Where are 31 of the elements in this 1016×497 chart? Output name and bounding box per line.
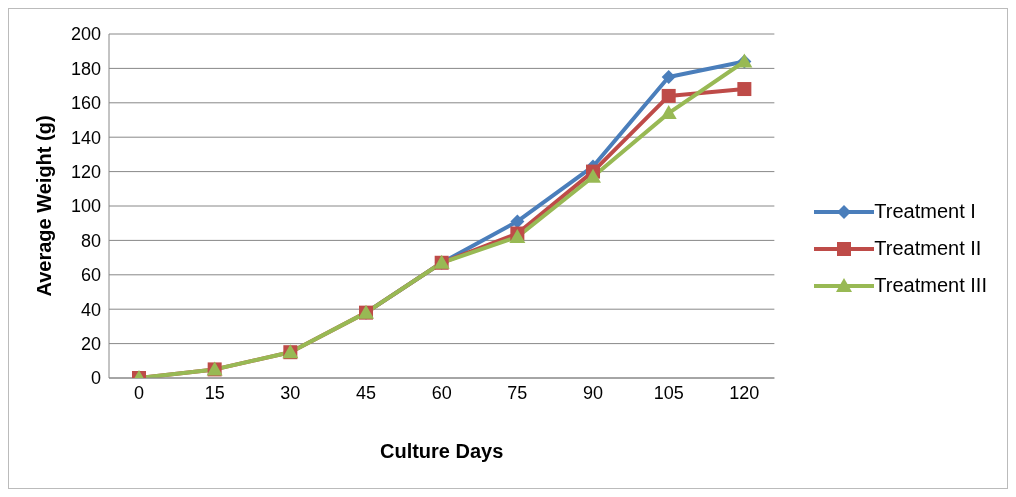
x-tick-label: 75 (507, 382, 528, 403)
x-tick-label: 30 (280, 382, 301, 403)
y-tick-label: 160 (70, 93, 101, 114)
point (661, 88, 676, 103)
point (660, 105, 677, 120)
point (585, 168, 602, 183)
x-tick-label: 15 (204, 382, 225, 403)
x-tick-label: 90 (583, 382, 604, 403)
point (661, 70, 676, 84)
y-tick-label: 200 (70, 24, 101, 45)
y-tick-label: 60 (80, 265, 101, 286)
x-tick-label: 105 (653, 382, 684, 403)
y-tick-label: 0 (90, 368, 101, 389)
x-tick-label: 45 (355, 382, 377, 403)
legend-label: Treatment II (874, 237, 982, 260)
y-tick-label: 180 (70, 58, 101, 79)
y-tick-label: 20 (80, 333, 101, 354)
y-axis-title: Average Weight (g) (33, 115, 56, 297)
point (737, 82, 752, 97)
y-tick-label: 100 (70, 196, 101, 217)
x-tick-label: 120 (729, 382, 760, 403)
legend-label: Treatment I (874, 200, 976, 223)
y-tick-label: 140 (70, 127, 101, 148)
point (510, 214, 525, 229)
x-axis-title: Culture Days (379, 440, 504, 462)
legend-label: Treatment III (874, 274, 987, 297)
y-tick-label: 40 (80, 299, 101, 320)
x-tick-label: 0 (133, 382, 145, 403)
y-tick-label: 80 (80, 230, 101, 251)
x-tick-label: 60 (431, 382, 452, 403)
y-tick-label: 120 (70, 161, 101, 182)
